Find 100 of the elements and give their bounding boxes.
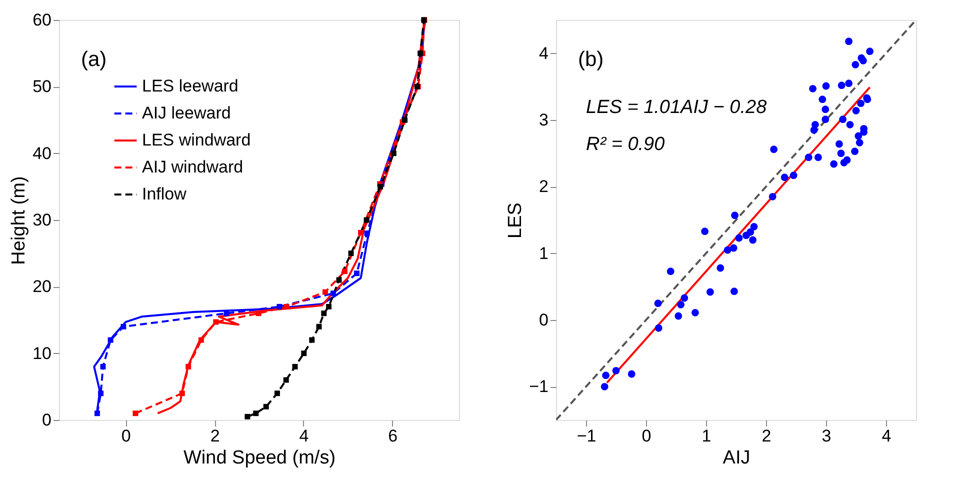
point	[378, 184, 384, 190]
point	[822, 116, 830, 124]
point	[354, 270, 360, 276]
point	[746, 228, 754, 236]
point	[330, 290, 336, 296]
point	[98, 390, 104, 396]
x-tick-label: 4	[882, 426, 892, 446]
point	[316, 324, 322, 330]
annotation: R² = 0.90	[586, 134, 666, 155]
point	[186, 364, 192, 370]
point	[852, 106, 860, 114]
point	[358, 230, 364, 236]
point	[674, 312, 682, 320]
x-tick-label: 2	[762, 426, 772, 446]
point	[845, 80, 853, 88]
y-tick-label: 50	[32, 77, 52, 96]
point	[390, 150, 396, 156]
point	[854, 132, 862, 140]
point	[654, 300, 662, 308]
point	[283, 377, 289, 383]
point	[342, 268, 348, 274]
point	[322, 289, 328, 295]
point	[701, 228, 709, 236]
annotation: (b)	[578, 48, 604, 71]
point	[830, 160, 838, 168]
point	[856, 138, 864, 146]
annotation: (a)	[81, 48, 107, 71]
point	[292, 364, 298, 370]
point	[654, 324, 662, 332]
point	[811, 120, 819, 128]
point	[309, 337, 315, 343]
point	[198, 337, 204, 343]
y-tick-label: 60	[32, 10, 52, 30]
point	[770, 146, 778, 154]
x-tick-label: 6	[388, 426, 398, 446]
point	[94, 410, 100, 416]
x-tick-label: 1	[702, 426, 712, 446]
point	[132, 410, 138, 416]
point	[256, 310, 262, 316]
point	[750, 222, 758, 230]
point	[364, 230, 370, 236]
point	[866, 48, 874, 56]
y-tick-label: −1	[529, 377, 548, 396]
point	[843, 156, 851, 164]
point	[804, 154, 812, 162]
point	[284, 304, 290, 310]
point	[822, 106, 830, 114]
legend-label: AIJ leeward	[142, 104, 231, 122]
y-tick-label: 4	[539, 44, 548, 63]
point	[600, 382, 608, 390]
annotation: LES = 1.01AIJ − 0.28	[586, 97, 768, 118]
point	[809, 84, 817, 92]
y-axis-title: Height (m)	[8, 176, 30, 265]
point	[814, 154, 822, 162]
point	[276, 304, 282, 310]
point	[724, 246, 732, 254]
y-tick-label: 3	[539, 110, 548, 130]
point	[120, 324, 126, 330]
point	[851, 148, 859, 156]
y-tick-label: 1	[539, 244, 548, 263]
point	[852, 60, 860, 68]
point	[749, 236, 757, 244]
point	[274, 390, 280, 396]
y-tick-label: 0	[42, 410, 52, 430]
x-tick-label: −1	[576, 426, 596, 446]
point	[716, 264, 724, 272]
y-tick-label: 40	[32, 144, 52, 163]
point	[680, 294, 688, 302]
point	[602, 372, 610, 380]
legend-label: LES windward	[142, 130, 251, 150]
y-axis-title: LES	[505, 202, 526, 238]
x-tick-label: 2	[210, 426, 220, 446]
legend-label: Inflow	[142, 184, 188, 204]
x-tick-label: 0	[642, 426, 652, 446]
point	[706, 288, 714, 296]
point	[839, 116, 847, 124]
point	[612, 366, 620, 374]
point	[768, 192, 776, 200]
point	[691, 308, 699, 316]
point	[677, 300, 685, 308]
point	[845, 38, 853, 46]
point	[253, 410, 259, 416]
point	[835, 140, 843, 148]
point	[213, 319, 219, 325]
x-tick-label: 4	[299, 426, 309, 446]
y-tick-label: 20	[32, 277, 52, 296]
point	[364, 217, 370, 223]
y-tick-label: 2	[539, 177, 548, 196]
point	[846, 120, 854, 128]
point	[244, 414, 250, 420]
point	[100, 364, 106, 370]
x-axis-title: AIJ	[722, 448, 750, 468]
point	[838, 82, 846, 90]
point	[263, 404, 269, 410]
y-tick-label: 10	[32, 344, 52, 363]
point	[730, 244, 738, 252]
point	[628, 370, 636, 378]
y-tick-label: 30	[32, 210, 52, 230]
point	[859, 56, 867, 64]
x-axis-title: Wind Speed (m/s)	[183, 448, 336, 468]
